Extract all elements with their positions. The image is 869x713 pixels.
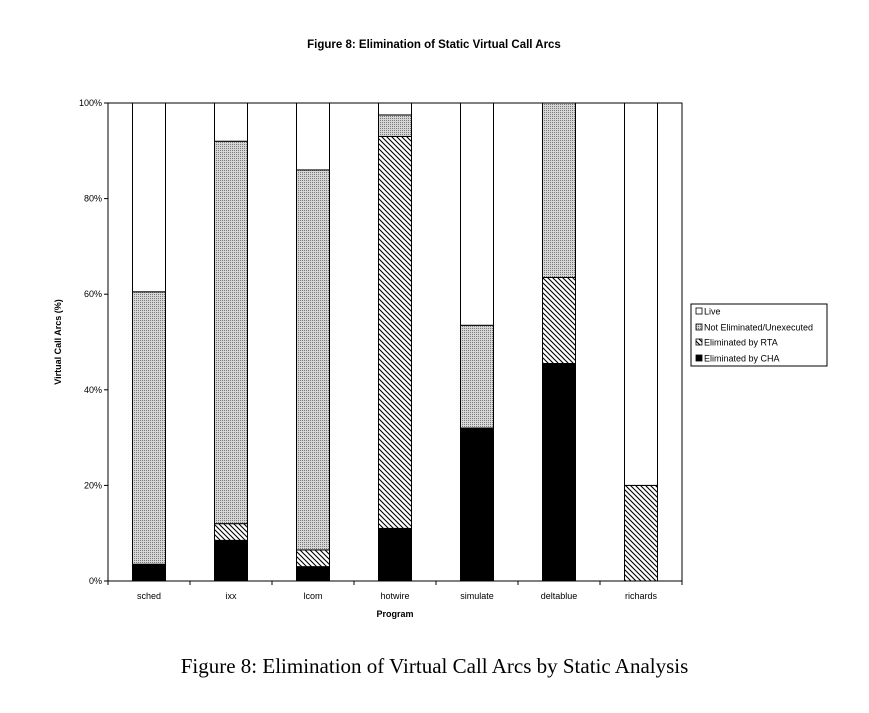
bar-segment: [214, 102, 248, 142]
chart-title: Figure 8: Elimination of Static Virtual …: [307, 39, 561, 51]
bar-segment: [460, 102, 494, 326]
legend-swatch-cha: [695, 354, 703, 362]
bar-segment: [542, 102, 576, 278]
y-tick-label: 40%: [84, 385, 102, 395]
bar-segment: [624, 484, 658, 582]
legend-label-rta: Eliminated by RTA: [704, 338, 778, 348]
legend-box: [690, 303, 828, 367]
x-axis-title: Program: [376, 609, 413, 619]
bar-segment: [378, 135, 412, 529]
axis-layer: 0% 20% 40% 60% 80% 100% sched ixx lcom hotwire sim…: [79, 98, 683, 601]
bar-segment: [214, 523, 248, 541]
legend-label-cha: Eliminated by CHA: [704, 354, 780, 364]
bar-segment: [378, 102, 412, 116]
bar-segment: [296, 102, 330, 171]
legend-label-not-eliminated: Not Eliminated/Unexecuted: [704, 323, 813, 333]
y-tick-label: 60%: [84, 289, 102, 299]
figure-caption: Figure 8: Elimination of Virtual Call Ar…: [180, 654, 689, 678]
plot-area-frame: [107, 102, 683, 582]
x-tick-label: ixx: [226, 591, 237, 601]
x-tick-label: deltablue: [541, 591, 578, 601]
bar-segment: [296, 549, 330, 568]
bar-segment: [542, 363, 576, 582]
bar-segment: [624, 102, 658, 486]
bar-segment: [214, 140, 248, 525]
bar-segment: [460, 324, 494, 429]
legend-label-live: Live: [704, 307, 721, 317]
bars-layer: [132, 102, 658, 582]
bar-segment: [132, 291, 166, 565]
bar-segment: [542, 276, 576, 365]
y-tick-label: 80%: [84, 194, 102, 204]
bar-segment: [214, 539, 248, 582]
legend: Live Not Eliminated/Unexecuted Eliminate…: [690, 303, 828, 367]
legend-swatch-live: [695, 307, 703, 315]
x-tick-label: lcom: [303, 591, 322, 601]
legend-swatch-rta: [695, 338, 703, 346]
x-tick-label: richards: [625, 591, 658, 601]
bar-segment: [296, 566, 330, 582]
bar-segment: [378, 527, 412, 582]
x-tick-label: simulate: [460, 591, 494, 601]
y-axis-title: Virtual Call Arcs (%): [53, 299, 63, 385]
x-tick-label: sched: [137, 591, 161, 601]
y-tick-label: 0%: [89, 576, 102, 586]
bar-segment: [296, 169, 330, 551]
y-tick-label: 20%: [84, 480, 102, 490]
bar-segment: [132, 102, 166, 293]
bar-segment: [460, 427, 494, 582]
x-tick-label: hotwire: [380, 591, 409, 601]
bar-segment: [378, 114, 412, 137]
y-tick-label: 100%: [79, 98, 102, 108]
legend-swatch-not-eliminated: [695, 323, 703, 331]
bar-segment: [132, 563, 166, 582]
